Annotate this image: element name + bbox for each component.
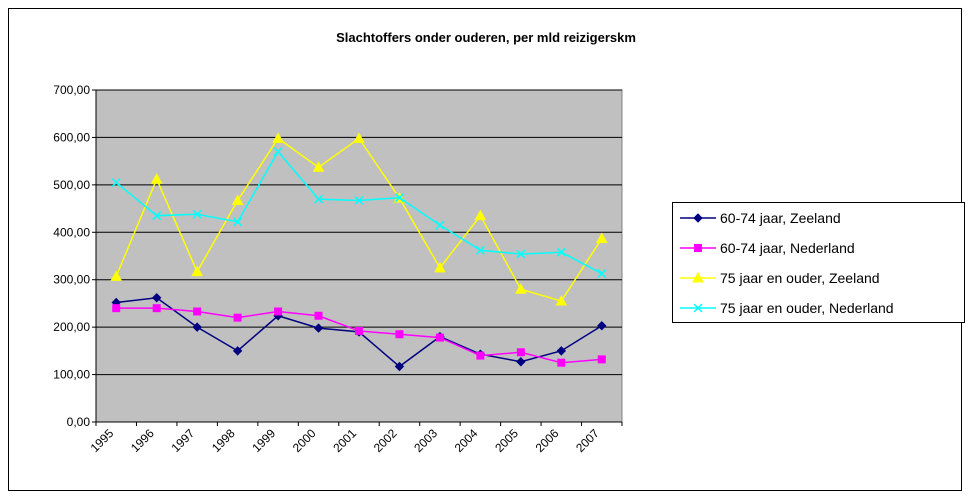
marker	[314, 311, 323, 320]
marker	[233, 217, 243, 227]
marker	[516, 357, 526, 367]
marker	[555, 295, 568, 306]
legend-label: 60-74 jaar, Zeeland	[720, 210, 841, 226]
legend-label: 75 jaar en ouder, Nederland	[720, 300, 894, 316]
marker	[312, 161, 325, 172]
y-tick-label: 400,00	[53, 225, 90, 239]
marker	[516, 348, 525, 357]
marker	[597, 355, 606, 364]
marker	[435, 220, 445, 230]
marker	[232, 346, 243, 356]
marker	[475, 245, 485, 255]
marker	[394, 361, 405, 372]
chart-title: Slachtoffers onder ouderen, per mld reiz…	[336, 30, 636, 45]
marker	[693, 303, 703, 313]
marker	[272, 132, 284, 143]
legend-label: 75 jaar en ouder, Zeeland	[720, 270, 880, 286]
y-tick-label: 100,00	[53, 368, 90, 382]
marker	[191, 265, 204, 277]
y-tick-label: 300,00	[53, 273, 90, 287]
marker	[556, 346, 567, 356]
marker	[476, 351, 485, 360]
marker	[693, 213, 703, 223]
marker	[111, 177, 121, 188]
marker	[112, 304, 121, 313]
marker	[273, 147, 283, 157]
y-tick-label: 500,00	[53, 178, 90, 192]
y-tick-label: 200,00	[53, 320, 90, 334]
marker	[353, 132, 365, 143]
plot-area	[95, 89, 623, 423]
marker	[395, 330, 404, 339]
marker	[354, 195, 364, 206]
marker	[192, 322, 202, 332]
marker	[314, 194, 324, 204]
marker	[394, 193, 404, 203]
marker	[556, 247, 566, 257]
legend-label: 60-74 jaar, Nederland	[720, 240, 855, 256]
marker	[516, 249, 526, 259]
marker	[597, 269, 607, 279]
marker	[435, 333, 444, 342]
marker	[694, 244, 702, 252]
marker	[514, 283, 527, 294]
y-tick-label: 600,00	[53, 130, 90, 144]
marker	[595, 232, 608, 243]
marker	[233, 313, 242, 322]
marker	[274, 307, 283, 316]
marker	[692, 271, 704, 283]
marker	[110, 270, 123, 281]
y-tick-label: 700,00	[53, 83, 90, 97]
marker	[193, 307, 202, 316]
marker	[150, 173, 163, 184]
marker	[434, 261, 446, 273]
marker	[151, 293, 162, 303]
marker	[231, 194, 244, 206]
marker	[474, 209, 487, 221]
marker	[355, 326, 363, 335]
marker	[192, 209, 202, 219]
marker	[313, 323, 324, 333]
marker	[152, 304, 161, 313]
y-tick-label: 0,00	[67, 415, 91, 429]
legend	[672, 202, 965, 323]
marker	[152, 211, 162, 221]
marker	[557, 358, 566, 367]
marker	[597, 321, 607, 331]
